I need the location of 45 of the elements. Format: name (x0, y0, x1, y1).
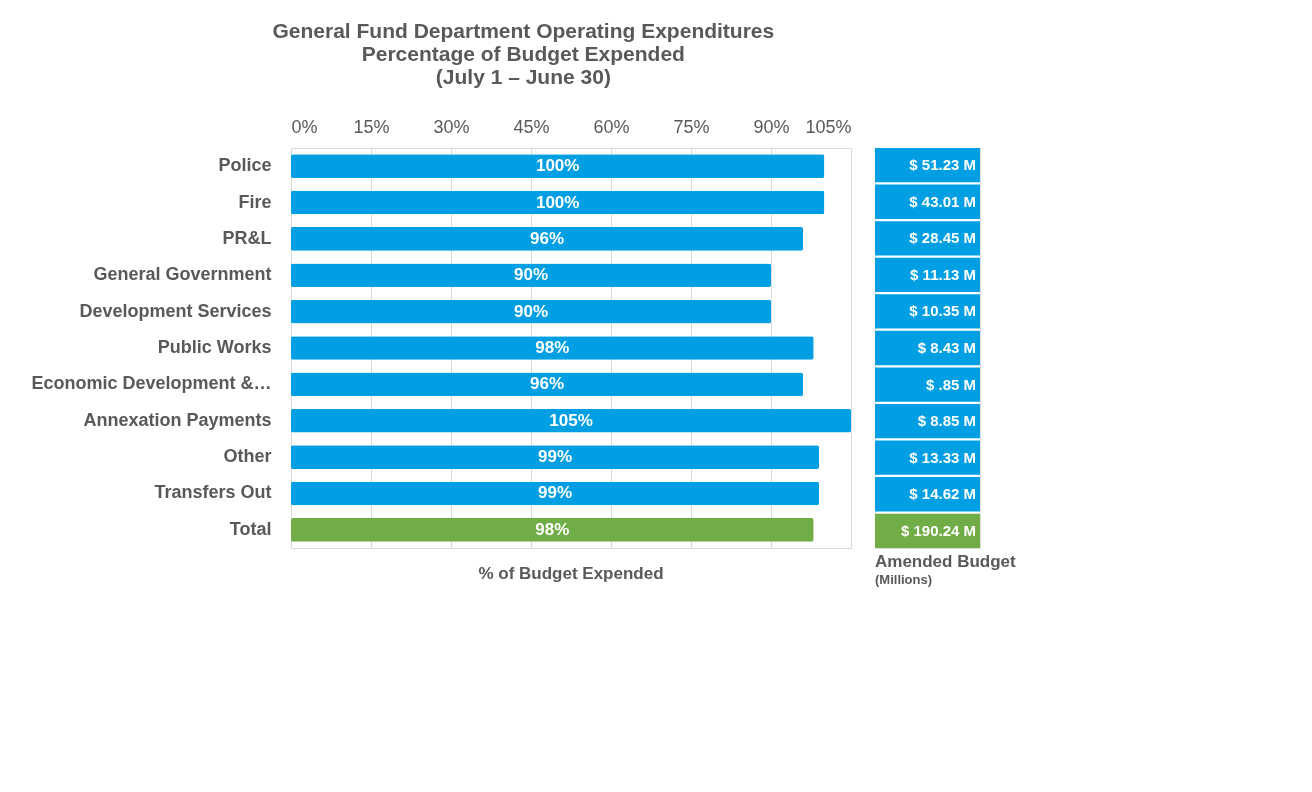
text: $ 190.24 M (900, 521, 976, 539)
data-label: 98% (535, 338, 570, 357)
data-label: 98% (535, 519, 570, 539)
text: $ 8.43 M (917, 339, 976, 356)
data-label: 99% (537, 483, 573, 503)
x-tick-label: 0% (291, 116, 318, 137)
text: (Millions) (875, 572, 933, 587)
y-tick-label: Development Services (79, 300, 272, 321)
text: Amended Budget (875, 552, 1017, 571)
y-tick-label: General Government (93, 264, 272, 285)
x-tick-label: 30% (433, 116, 470, 137)
data-label: 90% (513, 301, 549, 321)
x-axis-title: % of Budget Expended (478, 564, 664, 583)
y-tick-label: PR&L (222, 227, 272, 248)
data-label: 96% (529, 228, 565, 248)
y-tick-label: Transfers Out (154, 482, 272, 503)
text: $ 51.23 M (909, 156, 976, 174)
data-label: 105% (549, 410, 593, 430)
x-tick-label: 90% (753, 116, 790, 137)
text: $ 14.62 M (909, 485, 976, 503)
text: $ 43.01 M (909, 192, 976, 210)
y-tick-label: Fire (238, 191, 272, 212)
data-label: 100% (535, 156, 580, 176)
x-tick-label: 45% (513, 116, 550, 137)
text: $ 11.13 M (910, 265, 976, 283)
y-tick-label: Annexation Payments (83, 409, 272, 430)
y-tick-label: Public Works (157, 337, 272, 357)
data-label: 96% (529, 374, 565, 394)
text: $ .85 M (925, 375, 976, 393)
data-label: 90% (513, 265, 549, 285)
x-tick-label: 75% (673, 116, 710, 137)
x-tick-label: 15% (353, 116, 390, 137)
y-tick-label: Total (229, 518, 272, 539)
x-tick-label: 105% (805, 116, 852, 137)
x-tick-label: 60% (593, 116, 630, 137)
text: $ 28.45 M (909, 229, 976, 247)
text: $ 8.85 M (917, 412, 976, 430)
y-tick-label: Economic Development &… (31, 373, 272, 394)
data-label: 100% (535, 192, 580, 212)
y-tick-label: Police (218, 155, 272, 176)
text: $ 13.33 M (909, 448, 976, 466)
text: $ 10.35 M (909, 302, 976, 320)
y-tick-label: Other (223, 446, 272, 467)
data-label: 99% (537, 447, 573, 467)
chart-title: General Fund Department Operating Expenditures Percentage of Budget Expended (July 1 – June 30) (272, 18, 775, 88)
